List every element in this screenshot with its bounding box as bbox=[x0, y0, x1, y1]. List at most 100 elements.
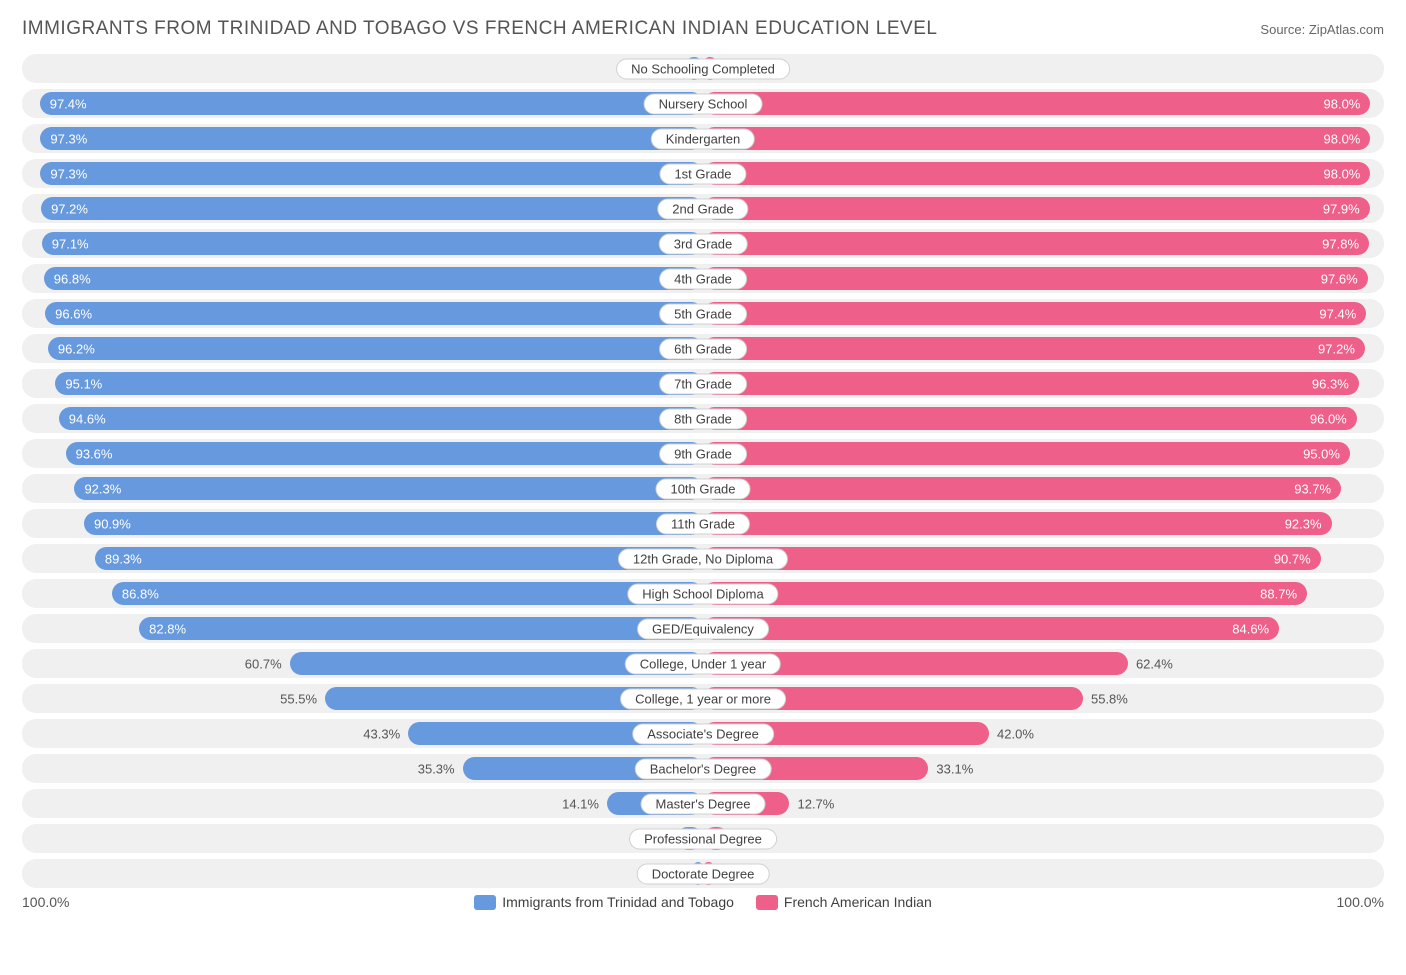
bar-left: 97.3% bbox=[40, 127, 703, 150]
chart-row: 96.2%97.2%6th Grade bbox=[22, 334, 1384, 363]
legend-item-left: Immigrants from Trinidad and Tobago bbox=[474, 894, 734, 910]
value-right: 97.2% bbox=[1318, 341, 1355, 356]
legend-label-left: Immigrants from Trinidad and Tobago bbox=[502, 894, 734, 910]
bar-right: 90.7% bbox=[703, 547, 1321, 570]
source-label: Source: bbox=[1260, 22, 1305, 37]
category-label: College, Under 1 year bbox=[625, 653, 781, 674]
chart-row: 97.4%98.0%Nursery School bbox=[22, 89, 1384, 118]
category-label: 7th Grade bbox=[659, 373, 747, 394]
chart-title: IMMIGRANTS FROM TRINIDAD AND TOBAGO VS F… bbox=[22, 18, 937, 40]
bar-right: 98.0% bbox=[703, 127, 1370, 150]
value-right: 55.8% bbox=[1091, 691, 1128, 706]
bar-right: 84.6% bbox=[703, 617, 1279, 640]
chart-half-right: 84.6% bbox=[703, 614, 1384, 643]
category-label: 5th Grade bbox=[659, 303, 747, 324]
chart-half-left: 43.3% bbox=[22, 719, 703, 748]
value-left: 93.6% bbox=[76, 446, 113, 461]
value-right: 96.3% bbox=[1312, 376, 1349, 391]
chart-half-left: 95.1% bbox=[22, 369, 703, 398]
bar-left: 82.8% bbox=[139, 617, 703, 640]
bar-left: 95.1% bbox=[55, 372, 703, 395]
bar-left: 93.6% bbox=[66, 442, 703, 465]
chart-half-left: 97.3% bbox=[22, 159, 703, 188]
value-left: 96.6% bbox=[55, 306, 92, 321]
chart-half-right: 96.3% bbox=[703, 369, 1384, 398]
value-left: 96.8% bbox=[54, 271, 91, 286]
bar-right: 97.8% bbox=[703, 232, 1369, 255]
chart-half-right: 88.7% bbox=[703, 579, 1384, 608]
value-right: 42.0% bbox=[997, 726, 1034, 741]
value-left: 35.3% bbox=[418, 761, 455, 776]
value-left: 55.5% bbox=[280, 691, 317, 706]
chart-half-left: 3.9% bbox=[22, 824, 703, 853]
chart-half-right: 95.0% bbox=[703, 439, 1384, 468]
value-left: 86.8% bbox=[122, 586, 159, 601]
category-label: High School Diploma bbox=[627, 583, 778, 604]
value-left: 97.4% bbox=[50, 96, 87, 111]
chart-half-right: 92.3% bbox=[703, 509, 1384, 538]
chart-row: 90.9%92.3%11th Grade bbox=[22, 509, 1384, 538]
value-left: 90.9% bbox=[94, 516, 131, 531]
category-label: 10th Grade bbox=[655, 478, 750, 499]
chart-row: 1.5%1.6%Doctorate Degree bbox=[22, 859, 1384, 888]
bar-left: 89.3% bbox=[95, 547, 703, 570]
chart-row: 82.8% 84.6%GED/Equivalency bbox=[22, 614, 1384, 643]
axis-right-max: 100.0% bbox=[1337, 894, 1384, 910]
chart-row: 3.9%3.8%Professional Degree bbox=[22, 824, 1384, 853]
bar-left: 97.2% bbox=[41, 197, 703, 220]
chart-half-left: 97.4% bbox=[22, 89, 703, 118]
value-right: 97.4% bbox=[1319, 306, 1356, 321]
value-right: 97.9% bbox=[1323, 201, 1360, 216]
value-right: 88.7% bbox=[1260, 586, 1297, 601]
value-left: 97.3% bbox=[50, 166, 87, 181]
chart-half-right: 2.1% bbox=[703, 54, 1384, 83]
value-right: 98.0% bbox=[1324, 131, 1361, 146]
chart-row: 89.3%90.7%12th Grade, No Diploma bbox=[22, 544, 1384, 573]
category-label: 9th Grade bbox=[659, 443, 747, 464]
chart-half-left: 35.3% bbox=[22, 754, 703, 783]
value-right: 98.0% bbox=[1324, 166, 1361, 181]
bar-left: 97.4% bbox=[40, 92, 703, 115]
value-right: 90.7% bbox=[1274, 551, 1311, 566]
chart-half-right: 96.0% bbox=[703, 404, 1384, 433]
category-label: Associate's Degree bbox=[632, 723, 774, 744]
value-left: 60.7% bbox=[245, 656, 282, 671]
value-left: 43.3% bbox=[363, 726, 400, 741]
chart-half-left: 14.1% bbox=[22, 789, 703, 818]
bar-left: 90.9% bbox=[84, 512, 703, 535]
category-label: Kindergarten bbox=[651, 128, 755, 149]
chart-half-right: 97.6% bbox=[703, 264, 1384, 293]
chart-row: 93.6% 95.0%9th Grade bbox=[22, 439, 1384, 468]
category-label: 8th Grade bbox=[659, 408, 747, 429]
chart-row: 96.6% 97.4% 5th Grade bbox=[22, 299, 1384, 328]
value-right: 98.0% bbox=[1324, 96, 1361, 111]
legend-swatch-right bbox=[756, 895, 778, 910]
legend-swatch-left bbox=[474, 895, 496, 910]
value-left: 94.6% bbox=[69, 411, 106, 426]
axis-legend-row: 100.0% Immigrants from Trinidad and Toba… bbox=[22, 894, 1384, 910]
value-right: 97.8% bbox=[1322, 236, 1359, 251]
chart-row: 60.7%62.4%College, Under 1 year bbox=[22, 649, 1384, 678]
chart-half-left: 97.1% bbox=[22, 229, 703, 258]
chart-half-right: 98.0% bbox=[703, 124, 1384, 153]
value-right: 97.6% bbox=[1321, 271, 1358, 286]
chart-half-left: 96.6% bbox=[22, 299, 703, 328]
chart-row: 97.2%97.9%2nd Grade bbox=[22, 194, 1384, 223]
chart-half-left: 90.9% bbox=[22, 509, 703, 538]
bar-right: 96.3% bbox=[703, 372, 1359, 395]
chart-half-right: 97.8% bbox=[703, 229, 1384, 258]
category-label: No Schooling Completed bbox=[616, 58, 790, 79]
chart-row: 94.6% 96.0%8th Grade bbox=[22, 404, 1384, 433]
value-left: 82.8% bbox=[149, 621, 186, 636]
bar-right: 95.0% bbox=[703, 442, 1350, 465]
legend: Immigrants from Trinidad and Tobago Fren… bbox=[474, 894, 932, 910]
chart-row: 2.6%2.1%No Schooling Completed bbox=[22, 54, 1384, 83]
category-label: 1st Grade bbox=[659, 163, 746, 184]
chart-half-right: 98.0% bbox=[703, 89, 1384, 118]
chart-half-left: 93.6% bbox=[22, 439, 703, 468]
category-label: GED/Equivalency bbox=[637, 618, 769, 639]
category-label: 4th Grade bbox=[659, 268, 747, 289]
chart-row: 35.3%33.1%Bachelor's Degree bbox=[22, 754, 1384, 783]
chart-half-right: 97.4% bbox=[703, 299, 1384, 328]
chart-row: 55.5%55.8%College, 1 year or more bbox=[22, 684, 1384, 713]
